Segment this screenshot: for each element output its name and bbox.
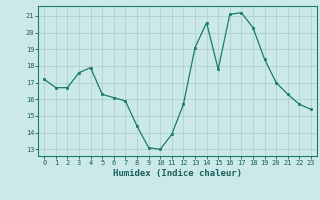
X-axis label: Humidex (Indice chaleur): Humidex (Indice chaleur) — [113, 169, 242, 178]
